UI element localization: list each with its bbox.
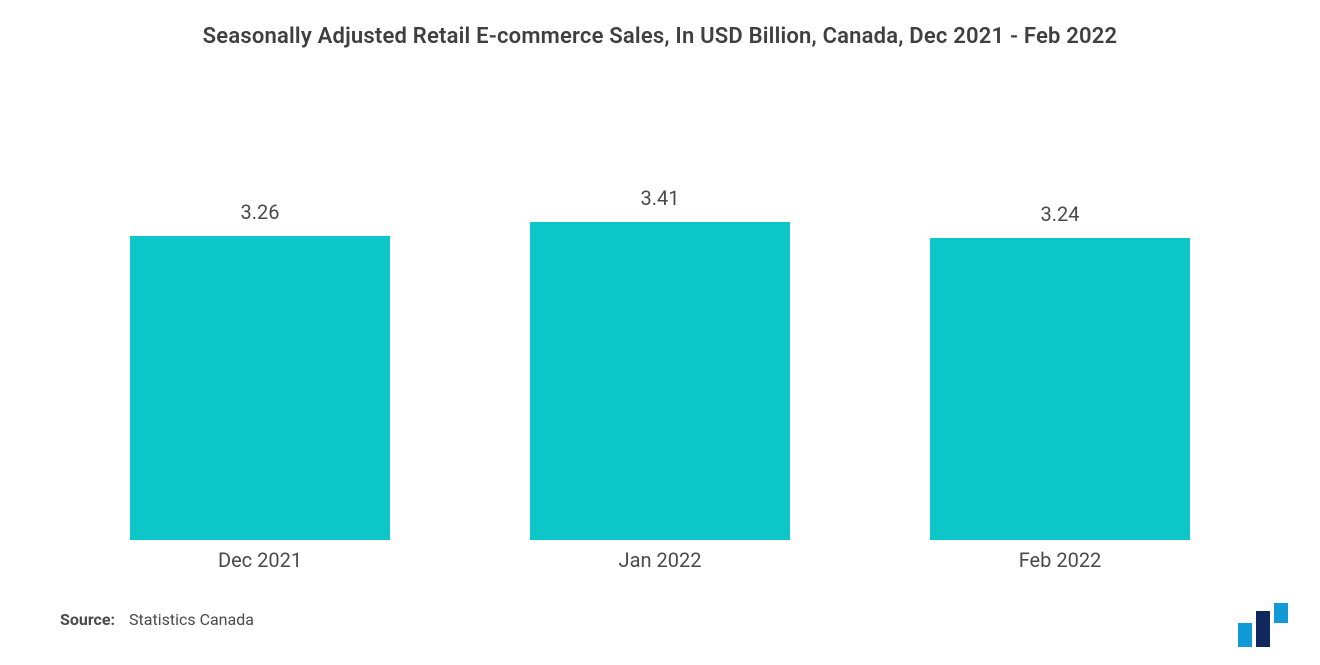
chart-title: Seasonally Adjusted Retail E-commerce Sa… bbox=[0, 24, 1320, 49]
bar-value-2: 3.24 bbox=[1041, 202, 1080, 226]
source-line: Source: Statistics Canada bbox=[60, 610, 254, 629]
source-label: Source: bbox=[60, 610, 115, 629]
bar-group-1: 3.41 Jan 2022 bbox=[460, 120, 860, 540]
chart-container: Seasonally Adjusted Retail E-commerce Sa… bbox=[0, 0, 1320, 665]
brand-logo bbox=[1236, 603, 1292, 647]
bar-0 bbox=[130, 236, 390, 540]
bar-group-0: 3.26 Dec 2021 bbox=[60, 120, 460, 540]
bar-2 bbox=[930, 238, 1190, 540]
category-label-2: Feb 2022 bbox=[1019, 548, 1102, 572]
source-text: Statistics Canada bbox=[129, 610, 254, 629]
plot-area: 3.26 Dec 2021 3.41 Jan 2022 3.24 Feb 202… bbox=[60, 120, 1260, 540]
bar-value-1: 3.41 bbox=[641, 186, 680, 210]
bar-group-2: 3.24 Feb 2022 bbox=[860, 120, 1260, 540]
bar-1 bbox=[530, 222, 790, 540]
logo-icon bbox=[1236, 603, 1292, 647]
category-label-1: Jan 2022 bbox=[619, 548, 702, 572]
category-label-0: Dec 2021 bbox=[218, 548, 302, 572]
bar-value-0: 3.26 bbox=[241, 200, 280, 224]
